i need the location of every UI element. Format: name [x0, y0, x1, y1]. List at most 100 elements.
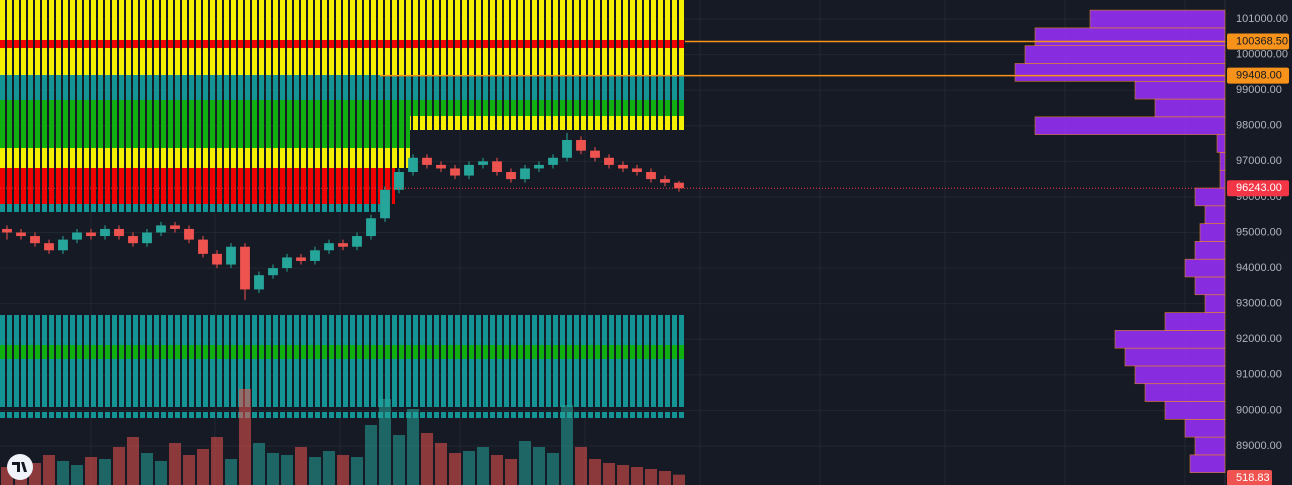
- zone: [0, 412, 685, 418]
- volume-bar: [71, 465, 83, 485]
- candle-body: [576, 139, 586, 151]
- candle-body: [2, 228, 12, 233]
- price-label: 100368.50: [1236, 35, 1288, 47]
- volume-bar: [547, 453, 559, 485]
- profile-bar: [1199, 223, 1226, 242]
- profile-bar: [1034, 116, 1226, 135]
- candle-body: [674, 182, 684, 189]
- volume-bar: [141, 453, 153, 485]
- logo-mark: [12, 462, 27, 472]
- candle-body: [86, 232, 96, 237]
- profile-bar: [1219, 152, 1226, 171]
- price-label: 96243.00: [1236, 182, 1282, 194]
- volume-bar: [281, 455, 293, 485]
- candle-body: [58, 239, 68, 251]
- candle-body: [366, 218, 376, 237]
- profile-bar: [1184, 258, 1226, 278]
- candle-body: [170, 225, 180, 229]
- candle-body: [310, 250, 320, 261]
- profile-bar: [1194, 241, 1226, 260]
- zone: [0, 0, 685, 40]
- zone: [0, 48, 685, 75]
- profile-bar: [1024, 45, 1226, 64]
- candle-body: [240, 246, 250, 290]
- volume-bar: [561, 405, 573, 485]
- candle-body: [646, 172, 656, 180]
- zone: [0, 359, 685, 407]
- profile-bar: [1164, 312, 1226, 331]
- indicator-zones: [0, 0, 685, 418]
- logo: [7, 454, 33, 480]
- candle-body: [562, 139, 572, 158]
- volume-bar: [533, 447, 545, 485]
- volume-bar: [57, 461, 69, 485]
- volume-bar: [491, 455, 503, 485]
- candle-body: [114, 228, 124, 237]
- zone: [0, 315, 685, 345]
- profile-bar: [1194, 436, 1226, 456]
- candle-body: [422, 157, 432, 165]
- volume-bar: [421, 433, 433, 485]
- volume-bar: [323, 451, 335, 485]
- volume-bar: [155, 461, 167, 485]
- price-label-box: [1227, 33, 1289, 50]
- candle-body: [632, 168, 642, 173]
- profile-bar: [1216, 134, 1226, 153]
- volume-bar: [589, 459, 601, 485]
- volume-profile: [1014, 9, 1226, 473]
- volume-bar: [449, 453, 461, 485]
- volume-bar: [519, 441, 531, 485]
- volume-bar: [43, 455, 55, 485]
- volume-bar: [631, 467, 643, 485]
- candle-body: [436, 164, 446, 169]
- candle-body: [268, 268, 278, 276]
- candle-body: [450, 168, 460, 176]
- profile-bar: [1204, 294, 1226, 313]
- candle-body: [338, 243, 348, 247]
- candle-body: [590, 150, 600, 158]
- profile-bar: [1184, 419, 1226, 438]
- y-tick-label: 92000.00: [1236, 333, 1282, 345]
- candle-body: [408, 157, 418, 173]
- candle-body: [618, 164, 628, 169]
- volume-bar: [113, 447, 125, 485]
- y-tick-label: 98000.00: [1236, 120, 1282, 132]
- profile-bar: [1124, 347, 1226, 367]
- candle-body: [142, 232, 152, 244]
- profile-bar: [1189, 454, 1226, 473]
- volume-bar: [351, 457, 363, 485]
- volume-bar: [463, 451, 475, 485]
- profile-bar: [1014, 63, 1226, 82]
- candle-body: [394, 172, 404, 190]
- candle-body: [100, 228, 110, 237]
- profile-bar: [1219, 169, 1226, 189]
- candle-body: [156, 225, 166, 233]
- zone: [410, 116, 685, 130]
- volume-bar: [379, 399, 391, 485]
- candle-body: [254, 275, 264, 290]
- price-label-box: [1227, 67, 1289, 84]
- candle-body: [44, 243, 54, 251]
- candle-body: [506, 172, 516, 180]
- zone: [0, 148, 410, 168]
- profile-bar: [1034, 27, 1226, 46]
- volume-bar: [309, 457, 321, 485]
- zone: [0, 204, 380, 212]
- candle-body: [16, 232, 26, 237]
- volume-bar: [365, 425, 377, 485]
- volume-bar: [99, 459, 111, 485]
- y-tick-label: 99000.00: [1236, 84, 1282, 96]
- zone: [0, 345, 685, 359]
- profile-bar: [1134, 80, 1226, 100]
- candle-body: [184, 228, 194, 240]
- candle-body: [282, 257, 292, 269]
- zone: [0, 40, 685, 48]
- volume-label: 518.83: [1236, 472, 1270, 484]
- candle-body: [660, 179, 670, 183]
- candle-body: [380, 189, 390, 219]
- zone: [0, 100, 685, 116]
- volume-bar: [393, 435, 405, 485]
- volume-bar: [407, 409, 419, 485]
- candle-body: [352, 236, 362, 247]
- volume-bar: [197, 449, 209, 485]
